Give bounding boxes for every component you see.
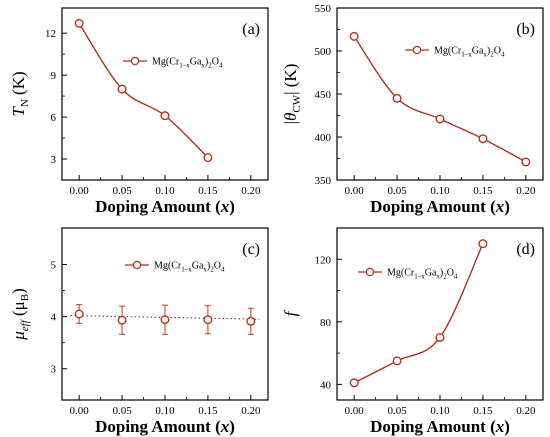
x-tick-label: 0.15 [473, 185, 493, 197]
x-tick-label: 0.10 [155, 405, 175, 417]
y-axis-label: TN (K) [9, 71, 31, 116]
series-line [78, 22, 209, 159]
y-tick-label: 350 [315, 175, 332, 187]
data-point [203, 315, 213, 325]
legend-marker [130, 56, 140, 66]
data-point [392, 93, 402, 103]
data-point [117, 84, 127, 94]
y-tick-label: 6 [51, 112, 57, 124]
x-tick-label: 0.15 [198, 185, 218, 197]
x-tick-label: 0.00 [70, 405, 90, 417]
data-point [349, 31, 359, 41]
panel-label: (b) [516, 21, 535, 38]
legend-marker [132, 260, 142, 270]
legend: Mg(Cr1–xGax)2O4 [123, 57, 223, 70]
reference-line [70, 315, 260, 320]
x-tick-label: 0.20 [241, 185, 261, 197]
y-tick-label: 5 [51, 259, 57, 271]
panel-b: 0.00 0.05 0.10 0.15 0.20 350 400 450 500 550 (b) Mg… [281, 3, 544, 216]
y-axis-label: μeff (μB) [9, 288, 31, 341]
x-tick-label: 0.05 [112, 405, 132, 417]
y-axis-label: f [281, 309, 300, 316]
y-tick-label: 3 [51, 154, 57, 166]
x-tick-label: 0.15 [473, 405, 493, 417]
y-tick-label: 550 [315, 3, 332, 15]
data-point [117, 315, 127, 325]
y-tick-label: 80 [320, 317, 332, 329]
y-tick-label: 500 [315, 46, 332, 58]
y-tick-label: 4 [51, 312, 57, 324]
data-point [74, 18, 84, 28]
data-point [392, 356, 402, 366]
plot-frame [336, 227, 544, 401]
data-point [246, 316, 256, 326]
plot-frame [61, 7, 269, 181]
data-point [478, 239, 488, 249]
data-point [478, 134, 488, 144]
legend-label: Mg(Cr1–xGax)2O4 [434, 46, 505, 59]
x-tick-label: 0.05 [112, 185, 132, 197]
legend-marker [412, 45, 422, 55]
x-tick-label: 0.10 [155, 185, 175, 197]
data-point [435, 114, 445, 124]
data-point [435, 332, 445, 342]
panel-d: 0.00 0.05 0.10 0.15 0.20 40 80 120 (d) Mg(Cr1–xGa… [281, 227, 544, 436]
y-tick-label: 400 [315, 132, 332, 144]
x-axis-label: Doping Amount (x) [95, 417, 235, 436]
x-tick-label: 0.20 [241, 405, 261, 417]
data-point [521, 157, 531, 167]
panel-c: 0.00 0.05 0.10 0.15 0.20 3 4 5 (c) Mg(Cr1–xGax)2O… [9, 227, 269, 436]
legend-marker [365, 267, 375, 277]
y-tick-label: 450 [315, 89, 332, 101]
x-tick-label: 0.00 [345, 405, 365, 417]
x-tick-label: 0.05 [387, 185, 407, 197]
y-tick-label: 3 [51, 364, 57, 376]
y-tick-label: 120 [315, 254, 332, 266]
y-tick-label: 40 [320, 379, 332, 391]
x-axis-label: Doping Amount (x) [95, 197, 235, 216]
data-point [160, 111, 170, 121]
legend-label: Mg(Cr1–xGax)2O4 [387, 268, 458, 281]
legend-label: Mg(Cr1–xGax)2O4 [152, 57, 223, 70]
panel-label: (d) [516, 241, 535, 258]
y-tick-label: 12 [45, 28, 56, 40]
data-point [160, 315, 170, 325]
x-tick-label: 0.10 [430, 185, 450, 197]
y-tick-label: 9 [51, 70, 57, 82]
x-tick-label: 0.10 [430, 405, 450, 417]
panel-a: 0.00 0.05 0.10 0.15 0.20 3 6 9 12 (a) Mg(Cr1–xGax)… [9, 7, 269, 216]
x-tick-label: 0.00 [345, 185, 365, 197]
series-line [353, 243, 484, 384]
x-tick-label: 0.20 [516, 185, 536, 197]
x-tick-label: 0.20 [516, 405, 536, 417]
panel-label: (c) [242, 241, 260, 258]
y-axis-label: |θCW| (K) [281, 64, 303, 125]
data-point [349, 378, 359, 388]
x-tick-label: 0.05 [387, 405, 407, 417]
legend: Mg(Cr1–xGax)2O4 [358, 268, 458, 281]
x-tick-label: 0.15 [198, 405, 218, 417]
data-point [203, 153, 213, 163]
x-axis-label: Doping Amount (x) [370, 417, 510, 436]
panel-label: (a) [242, 21, 260, 38]
data-point [74, 309, 84, 319]
legend-label: Mg(Cr1–xGax)2O4 [154, 261, 225, 274]
x-axis-label: Doping Amount (x) [370, 197, 510, 216]
legend: Mg(Cr1–xGax)2O4 [125, 261, 225, 274]
legend: Mg(Cr1–xGax)2O4 [405, 46, 505, 59]
x-tick-label: 0.00 [70, 185, 90, 197]
